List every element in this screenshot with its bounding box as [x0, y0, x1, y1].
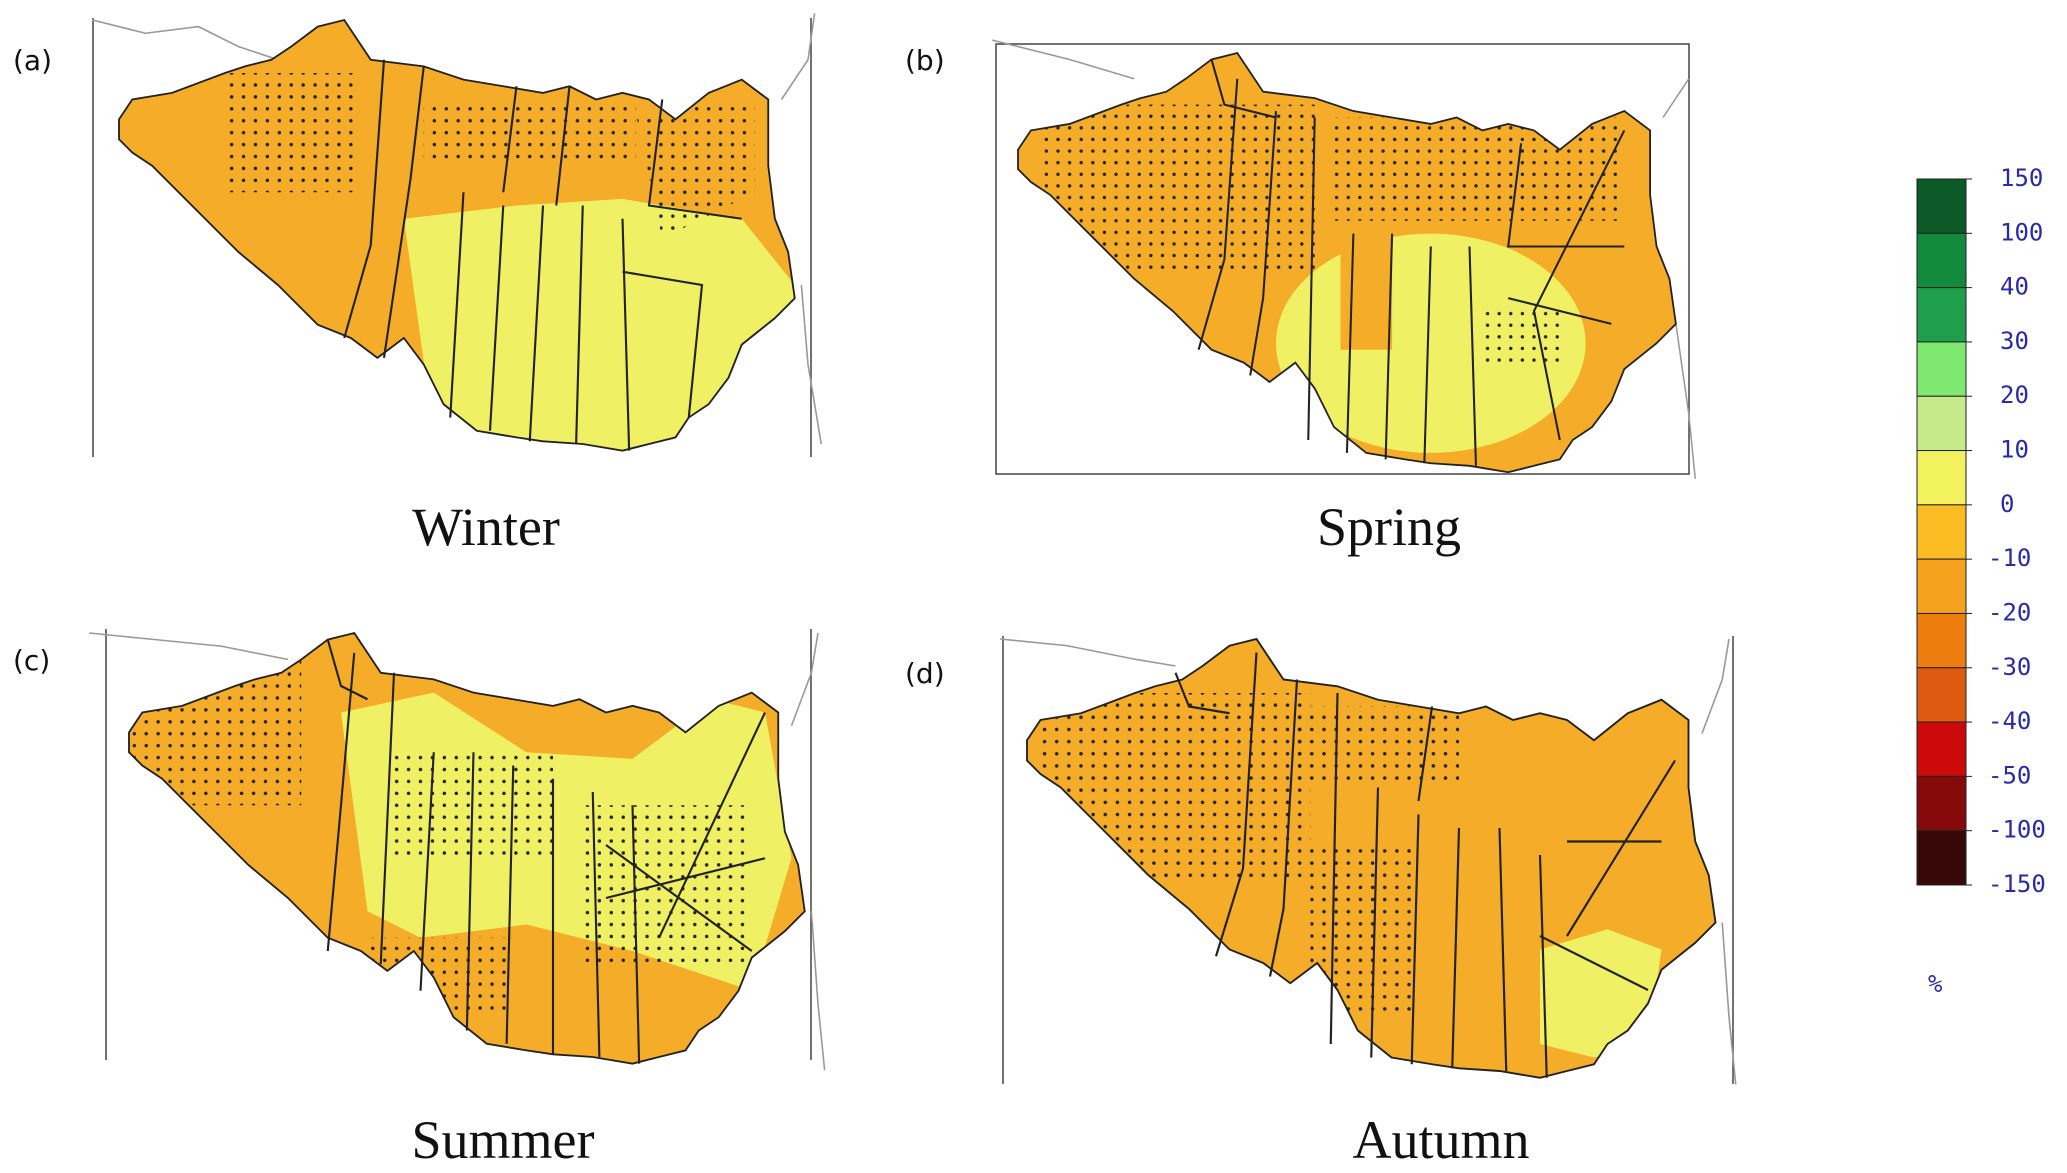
colorbar-bin [1916, 612, 1967, 669]
colorbar-bin [1916, 232, 1967, 289]
map-a [92, 13, 823, 452]
panel-title: Autumn [1352, 1110, 1529, 1170]
colorbar-bin [1916, 558, 1967, 614]
colorbar-bin [1916, 504, 1967, 560]
map-d [999, 638, 1737, 1085]
colorbar-tick-label: 0 [2000, 490, 2014, 518]
colorbar-tick-label: -100 [1988, 816, 2046, 844]
colorbar-unit: % [1928, 970, 1943, 998]
panel-label: (a) [13, 44, 52, 77]
colorbar-tick-label: 10 [2000, 436, 2029, 464]
panel-label: (d) [905, 657, 945, 690]
colorbar-bin [1916, 287, 1967, 343]
panel-title: Summer [412, 1110, 595, 1170]
colorbar-bin [1916, 721, 1967, 777]
colorbar-tick-label: 40 [2000, 273, 2029, 301]
panel-label: (b) [905, 44, 945, 77]
panel-title: Spring [1317, 497, 1461, 557]
colorbar-tick-label: -10 [1988, 544, 2031, 572]
colorbar-tick-label: 150 [2000, 164, 2043, 192]
map-c [89, 632, 826, 1071]
colorbar-tick-label: -30 [1988, 653, 2031, 681]
panel-label: (c) [13, 644, 50, 677]
colorbar-bin [1916, 450, 1967, 506]
colorbar-bin [1916, 178, 1967, 234]
map-b [992, 39, 1697, 479]
colorbar-bin [1916, 775, 1967, 832]
panel-frame [92, 18, 1734, 1084]
colorbar-tick-label: -40 [1988, 707, 2031, 735]
colorbar-bin [1916, 395, 1967, 452]
colorbar-tick-label: -150 [1988, 870, 2046, 898]
colorbar-tick-label: -50 [1988, 761, 2031, 789]
colorbar-bin [1916, 830, 1967, 886]
colorbar-tick-label: 100 [2000, 218, 2043, 246]
panel-title: Winter [412, 497, 560, 557]
colorbar-tick-label: -20 [1988, 598, 2031, 626]
colorbar-bin [1916, 667, 1967, 723]
colorbar-tick-label: 20 [2000, 381, 2029, 409]
colorbar-tick-label: 30 [2000, 327, 2029, 355]
colorbar-bin [1916, 341, 1967, 397]
